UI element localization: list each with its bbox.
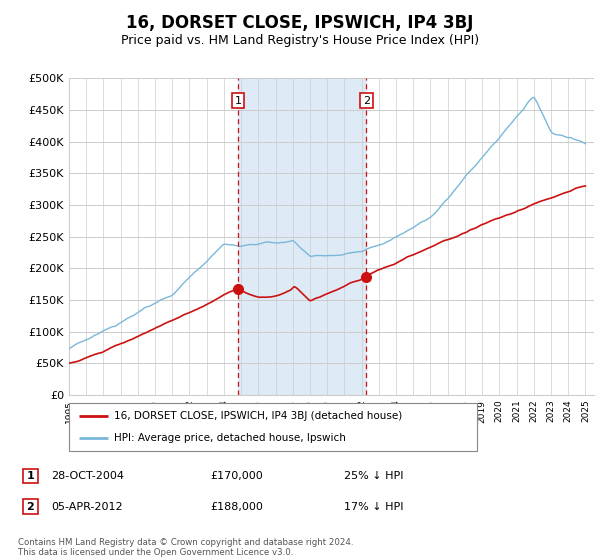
Text: 16, DORSET CLOSE, IPSWICH, IP4 3BJ: 16, DORSET CLOSE, IPSWICH, IP4 3BJ [127, 14, 473, 32]
Text: Contains HM Land Registry data © Crown copyright and database right 2024.
This d: Contains HM Land Registry data © Crown c… [18, 538, 353, 557]
Text: 1: 1 [235, 96, 242, 105]
Text: £170,000: £170,000 [210, 471, 263, 481]
FancyBboxPatch shape [69, 403, 477, 451]
Text: 25% ↓ HPI: 25% ↓ HPI [344, 471, 404, 481]
Text: 2: 2 [26, 502, 34, 512]
Text: 2: 2 [363, 96, 370, 105]
Text: HPI: Average price, detached house, Ipswich: HPI: Average price, detached house, Ipsw… [114, 433, 346, 444]
Text: 1: 1 [26, 471, 34, 481]
Text: 17% ↓ HPI: 17% ↓ HPI [344, 502, 404, 512]
Text: 16, DORSET CLOSE, IPSWICH, IP4 3BJ (detached house): 16, DORSET CLOSE, IPSWICH, IP4 3BJ (deta… [114, 410, 402, 421]
Text: 05-APR-2012: 05-APR-2012 [52, 502, 123, 512]
Text: 28-OCT-2004: 28-OCT-2004 [52, 471, 125, 481]
Text: Price paid vs. HM Land Registry's House Price Index (HPI): Price paid vs. HM Land Registry's House … [121, 34, 479, 46]
Bar [23, 500, 38, 514]
Bar [23, 469, 38, 483]
Bar [238, 78, 366, 395]
Text: £188,000: £188,000 [210, 502, 263, 512]
